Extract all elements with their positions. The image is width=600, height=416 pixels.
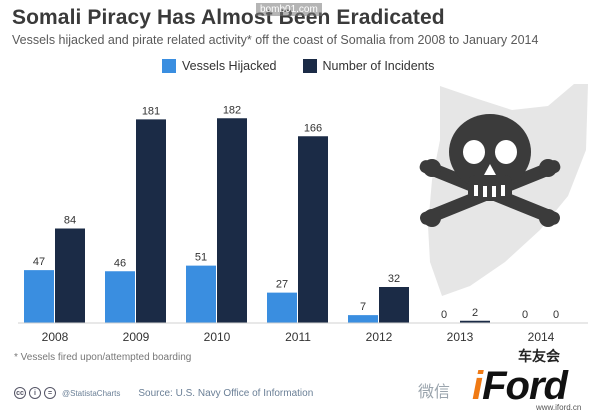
bone-end-4	[539, 209, 557, 227]
skull-tooth-2	[483, 186, 487, 197]
bar-number-of-incidents-2012	[379, 287, 409, 323]
bone-end-3	[423, 209, 441, 227]
footnote: * Vessels fired upon/attempted boarding	[14, 352, 192, 363]
value-label-number-of-incidents-2010: 182	[223, 104, 241, 116]
bar-number-of-incidents-2013	[460, 320, 490, 323]
bar-number-of-incidents-2009	[136, 119, 166, 323]
legend-item-vessels-hijacked: Vessels Hijacked	[162, 59, 277, 73]
bar-vessels-hijacked-2012	[348, 315, 378, 323]
x-tick-2013: 2013	[447, 330, 474, 344]
skull-tooth-4	[501, 185, 505, 196]
skull-nose	[484, 164, 496, 175]
value-label-number-of-incidents-2008: 84	[64, 215, 76, 227]
value-label-vessels-hijacked-2008: 47	[33, 256, 45, 268]
bars-layer	[24, 118, 490, 323]
value-label-number-of-incidents-2011: 166	[304, 122, 322, 134]
statista-brand: @StatistaCharts	[62, 388, 121, 398]
skull-head	[449, 114, 531, 190]
iford-cn-label: 车友会	[518, 348, 560, 364]
legend-label-number-of-incidents: Number of Incidents	[322, 59, 435, 73]
iford-logo: 车友会 iFord www.iford.cn	[472, 348, 594, 414]
value-label-number-of-incidents-2009: 181	[142, 105, 160, 117]
x-tick-2011: 2011	[285, 330, 311, 344]
skull-tooth-1	[474, 185, 478, 196]
nd-icon: =	[44, 387, 56, 399]
value-label-vessels-hijacked-2009: 46	[114, 257, 126, 269]
chart-title: Somali Piracy Has Almost Been Eradicated	[12, 6, 445, 29]
bar-number-of-incidents-2010	[217, 118, 247, 323]
value-label-number-of-incidents-2013: 2	[472, 307, 478, 319]
skull-eye-left	[463, 140, 485, 164]
value-label-vessels-hijacked-2013: 0	[441, 309, 447, 321]
skull-eye-right	[495, 140, 517, 164]
by-icon: i	[29, 387, 41, 399]
legend-label-vessels-hijacked: Vessels Hijacked	[182, 59, 277, 73]
x-tick-2014: 2014	[528, 330, 555, 344]
x-tick-2009: 2009	[123, 330, 150, 344]
legend-swatch-vessels-hijacked	[162, 59, 176, 73]
iford-url: www.iford.cn	[536, 403, 582, 412]
legend: Vessels Hijacked Number of Incidents	[162, 59, 434, 73]
bar-vessels-hijacked-2010	[186, 265, 216, 323]
x-tick-2008: 2008	[42, 330, 69, 344]
iford-i: i	[472, 364, 483, 408]
skull-crossbones-icon	[419, 114, 561, 227]
watermark-top: bomb01.com	[256, 3, 322, 16]
legend-swatch-number-of-incidents	[302, 59, 317, 73]
bar-vessels-hijacked-2011	[267, 292, 297, 323]
skull-tooth-3	[492, 186, 496, 197]
bar-number-of-incidents-2008	[55, 228, 85, 323]
source-text: Source: U.S. Navy Office of Information	[138, 387, 314, 399]
value-label-number-of-incidents-2012: 32	[388, 273, 400, 285]
value-label-number-of-incidents-2014: 0	[553, 309, 559, 321]
value-label-vessels-hijacked-2012: 7	[360, 301, 366, 313]
iford-ford: Ford	[482, 364, 568, 408]
footer: cc i = @StatistaCharts Source: U.S. Navy…	[14, 387, 313, 399]
value-labels-layer: 47 84 46 181 51 182 27 166 7 32 0 2 0 0	[33, 104, 559, 321]
bar-number-of-incidents-2011	[298, 136, 328, 323]
wechat-watermark: 微信	[418, 384, 451, 401]
value-label-vessels-hijacked-2014: 0	[522, 309, 528, 321]
bar-vessels-hijacked-2009	[105, 271, 135, 323]
chart-subtitle: Vessels hijacked and pirate related acti…	[12, 33, 539, 47]
legend-item-number-of-incidents: Number of Incidents	[302, 59, 435, 73]
value-label-vessels-hijacked-2011: 27	[276, 279, 288, 291]
bar-vessels-hijacked-2008	[24, 270, 54, 323]
bone-end-2	[539, 159, 557, 177]
x-tick-2010: 2010	[204, 330, 231, 344]
x-tick-labels-layer: 2008 2009 2010 2011 2012 2013 2014	[42, 330, 555, 344]
value-label-vessels-hijacked-2010: 51	[195, 252, 207, 264]
x-tick-2012: 2012	[366, 330, 393, 344]
iford-wordmark: iFord	[472, 364, 568, 409]
license-icons: cc i =	[14, 387, 56, 399]
bone-end-1	[423, 159, 441, 177]
cc-icon: cc	[14, 387, 26, 399]
